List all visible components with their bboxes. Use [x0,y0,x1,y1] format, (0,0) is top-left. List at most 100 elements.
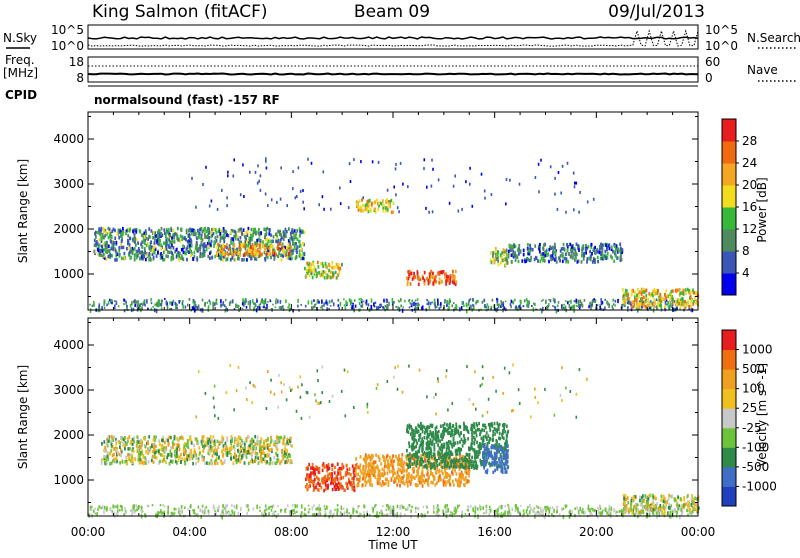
data-cell [115,449,117,453]
data-cell [116,251,118,255]
ground-scatter-cell [608,509,610,513]
ground-scatter-cell [253,508,255,511]
data-cell [621,248,623,252]
ground-scatter-cell [523,509,525,512]
data-cell [278,239,280,243]
data-cell [128,435,130,439]
data-cell [299,253,301,257]
ground-scatter-cell [294,511,296,514]
data-cell [508,253,510,257]
data-cell [138,440,140,444]
data-cell [205,441,207,445]
noise-cell [593,198,595,201]
data-cell [136,435,138,439]
data-cell [599,245,601,249]
data-cell [210,445,212,449]
ground-scatter-cell [287,306,289,308]
data-cell [389,470,391,474]
ground-scatter-cell [408,300,410,302]
ground-scatter-cell [550,299,552,302]
noise-cell [230,364,232,367]
data-cell [594,246,596,250]
noise-cell [435,413,437,416]
data-cell [268,443,270,447]
ground-scatter-cell [333,302,335,306]
data-cell [365,484,367,488]
data-cell [245,231,247,235]
data-cell [197,229,199,233]
ground-scatter-cell [404,513,406,515]
ground-scatter-cell [267,306,269,309]
ground-scatter-cell [99,303,101,307]
data-cell [523,253,525,257]
noise-cell [424,158,426,161]
data-cell [176,237,178,241]
noise-cell [397,206,399,209]
data-cell [192,258,194,262]
ground-scatter-cell [526,508,528,511]
ground-scatter-cell [337,504,339,506]
data-cell [281,449,283,453]
data-cell [258,441,260,445]
ground-scatter-cell [603,509,605,511]
ground-scatter-cell [117,509,119,512]
data-cell [591,252,593,256]
data-cell [131,449,133,453]
data-cell [500,253,502,256]
data-cell [231,446,233,450]
ground-scatter-cell [390,511,392,515]
ground-scatter-cell [232,299,234,303]
data-cell [494,261,496,265]
data-cell [562,247,564,251]
data-cell [153,256,155,260]
data-cell [365,467,367,471]
data-cell [148,435,150,439]
ground-scatter-cell [268,512,270,516]
ground-scatter-cell [225,309,227,313]
ground-scatter-cell [510,303,512,306]
data-cell [402,476,404,480]
noise-cell [296,195,298,198]
data-cell [432,481,434,485]
ground-scatter-cell [504,505,506,507]
ground-scatter-cell [311,306,313,309]
data-cell [511,254,513,258]
data-cell [620,250,622,254]
data-cell [403,464,405,468]
ground-scatter-cell [189,298,191,301]
ground-scatter-cell [296,504,298,508]
data-cell [111,230,113,234]
data-cell [178,258,180,262]
data-cell [277,246,279,250]
ground-scatter-cell [197,513,199,517]
ground-scatter-cell [487,303,489,306]
noise-cell [378,161,380,164]
ground-scatter-cell [166,302,168,305]
data-cell [191,441,193,445]
ground-scatter-cell [435,305,437,309]
ground-scatter-cell [458,505,460,507]
data-cell [153,438,155,442]
data-cell [643,296,645,300]
data-cell [672,298,674,302]
ground-scatter-cell [563,304,565,306]
data-cell [351,477,353,481]
data-cell [107,435,109,439]
data-cell [173,246,175,250]
data-cell [283,233,285,237]
data-cell [223,240,225,244]
freq-traces [88,66,698,75]
data-cell [636,298,638,302]
ground-scatter-cell [437,299,439,302]
data-cell [578,249,580,253]
data-cell [492,254,494,258]
data-cell [668,306,670,310]
data-cell [296,249,298,253]
data-cell [631,293,633,297]
ground-scatter-cell [242,308,244,310]
noise-cell [435,393,437,396]
data-cell [171,236,173,240]
data-cell [346,464,348,468]
ground-scatter-cell [104,307,106,309]
noise-cell [573,208,575,211]
